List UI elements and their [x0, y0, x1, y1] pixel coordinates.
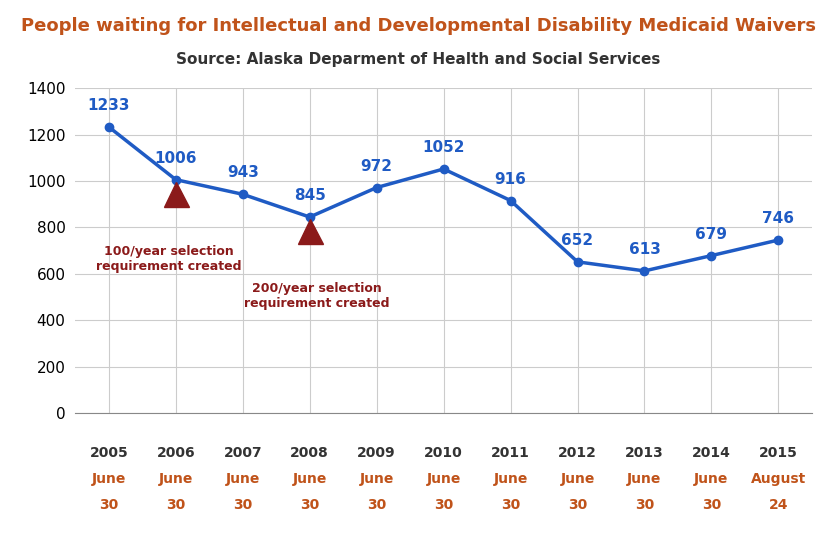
Text: June: June — [225, 472, 260, 486]
Text: 2014: 2014 — [691, 446, 730, 460]
Text: 30: 30 — [233, 498, 252, 512]
Text: 2006: 2006 — [156, 446, 195, 460]
Text: June: June — [292, 472, 327, 486]
Text: 2012: 2012 — [558, 446, 596, 460]
Text: June: June — [626, 472, 661, 486]
Text: 30: 30 — [434, 498, 452, 512]
Text: 2010: 2010 — [424, 446, 462, 460]
Text: June: June — [359, 472, 394, 486]
Text: 2008: 2008 — [290, 446, 329, 460]
Text: 30: 30 — [568, 498, 586, 512]
Text: 613: 613 — [628, 242, 660, 257]
Text: 30: 30 — [300, 498, 319, 512]
Text: June: June — [693, 472, 728, 486]
Text: June: June — [559, 472, 594, 486]
Text: 2005: 2005 — [89, 446, 128, 460]
Text: 100/year selection
requirement created: 100/year selection requirement created — [96, 245, 242, 273]
Text: 679: 679 — [695, 226, 726, 242]
Text: 652: 652 — [561, 233, 593, 248]
Text: 2011: 2011 — [491, 446, 529, 460]
Text: Source: Alaska Deparment of Health and Social Services: Source: Alaska Deparment of Health and S… — [176, 52, 660, 67]
Text: August: August — [750, 472, 805, 486]
Text: 2013: 2013 — [624, 446, 663, 460]
Text: June: June — [91, 472, 126, 486]
Text: 972: 972 — [360, 159, 392, 174]
Text: 746: 746 — [762, 211, 793, 226]
Text: 2007: 2007 — [223, 446, 262, 460]
Text: 2009: 2009 — [357, 446, 395, 460]
Text: 30: 30 — [501, 498, 519, 512]
Text: 1233: 1233 — [88, 98, 130, 113]
Text: 2015: 2015 — [758, 446, 797, 460]
Text: 30: 30 — [635, 498, 653, 512]
Text: People waiting for Intellectual and Developmental Disability Medicaid Waivers: People waiting for Intellectual and Deve… — [21, 17, 815, 35]
Text: 30: 30 — [99, 498, 118, 512]
Text: 943: 943 — [227, 165, 258, 180]
Text: 30: 30 — [367, 498, 385, 512]
Text: 845: 845 — [293, 188, 325, 203]
Text: 916: 916 — [494, 172, 526, 187]
Text: 1006: 1006 — [155, 151, 196, 166]
Text: 24: 24 — [767, 498, 788, 512]
Text: 200/year selection
requirement created: 200/year selection requirement created — [243, 282, 389, 310]
Text: June: June — [158, 472, 193, 486]
Text: June: June — [426, 472, 461, 486]
Text: 1052: 1052 — [422, 140, 464, 155]
Text: 30: 30 — [701, 498, 720, 512]
Text: 30: 30 — [166, 498, 185, 512]
Text: June: June — [492, 472, 528, 486]
